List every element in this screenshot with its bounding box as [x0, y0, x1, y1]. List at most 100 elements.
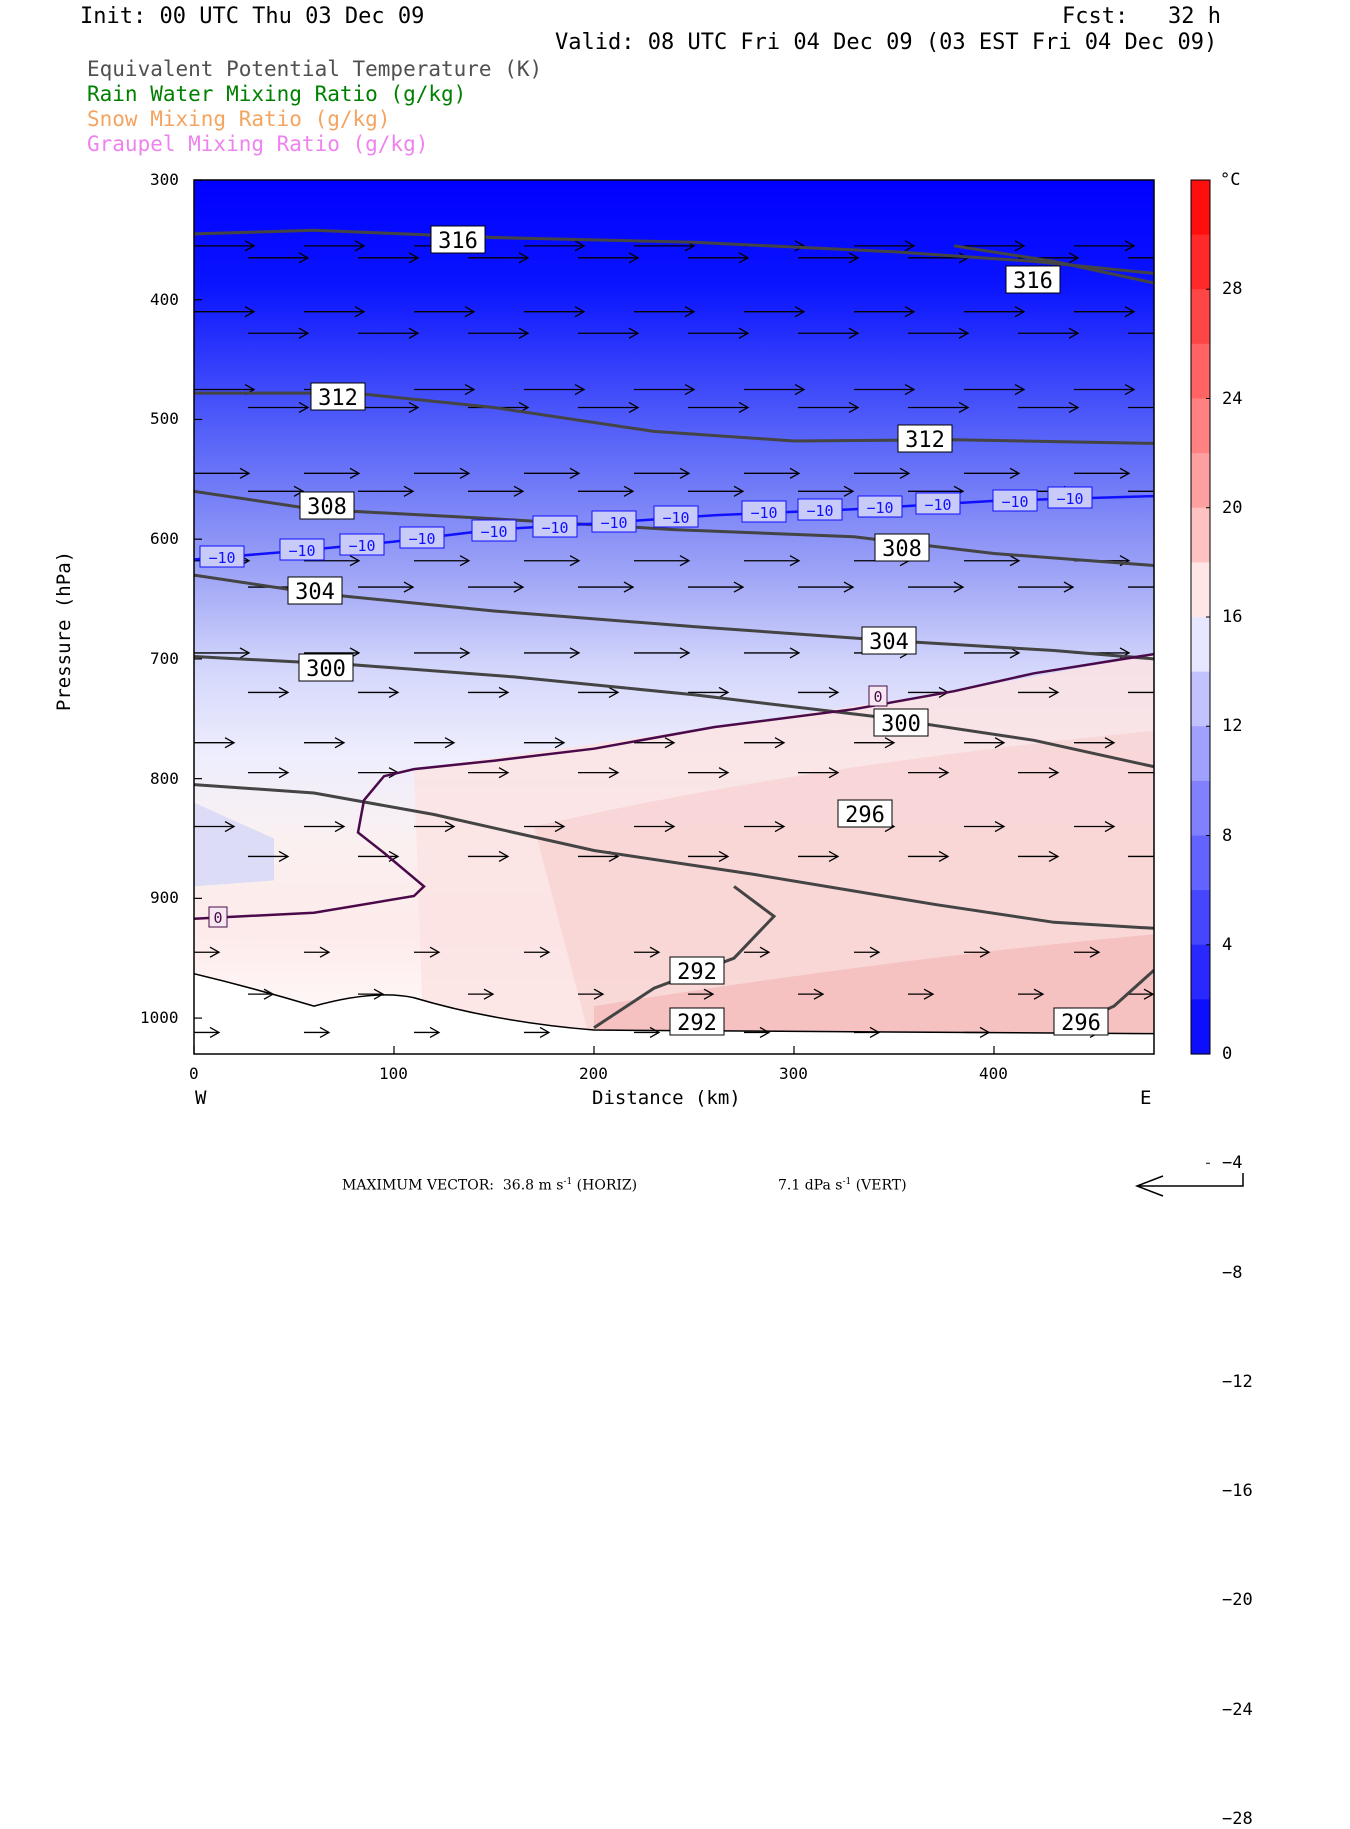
colorbar-bin	[1191, 835, 1210, 891]
svg-text:316: 316	[438, 229, 478, 254]
wind-vector	[304, 467, 361, 479]
wind-vector	[248, 767, 290, 779]
terrain	[194, 973, 1154, 1054]
theta-e-label: 304	[861, 626, 917, 655]
isotherm-label: −10	[915, 492, 961, 515]
svg-text:−10: −10	[208, 549, 235, 567]
y-tick-label: 400	[150, 289, 179, 309]
svg-text:−10: −10	[480, 523, 507, 541]
colorbar-tick-label: 12	[1222, 716, 1243, 737]
isotherm-label: −10	[399, 526, 445, 549]
wind-vector	[744, 555, 801, 567]
wind-vector	[1018, 401, 1080, 414]
svg-text:312: 312	[318, 386, 358, 411]
wind-vector	[854, 467, 911, 479]
svg-text:−10: −10	[541, 519, 568, 537]
wind-vector	[304, 737, 346, 749]
wind-vector	[1074, 820, 1116, 833]
svg-text:292: 292	[677, 960, 717, 985]
theta-e-label: 308	[874, 533, 930, 562]
wind-vector	[688, 767, 730, 779]
y-tick-label: 600	[150, 529, 179, 549]
wind-vector	[908, 327, 970, 339]
wind-vector	[798, 252, 860, 264]
theta-e-label: 300	[873, 708, 929, 737]
wind-vector	[964, 555, 1021, 567]
wind-vector	[908, 988, 935, 1000]
wind-vector	[524, 647, 581, 659]
wind-vector	[248, 988, 275, 1000]
svg-text:292: 292	[677, 1011, 717, 1036]
x-tick-label: 0	[189, 1064, 199, 1083]
isotherm-label: −10	[857, 495, 903, 518]
wind-vector	[248, 485, 305, 497]
wind-vector	[688, 581, 745, 593]
wind-vector	[468, 686, 510, 698]
theta-e-contour	[194, 228, 1154, 275]
theta-e-label: 292	[669, 956, 725, 985]
colorbar-tick-label: −16	[1222, 1481, 1253, 1501]
wind-vector	[964, 820, 1006, 833]
wind-vector	[798, 401, 860, 414]
svg-text:−10: −10	[288, 542, 315, 560]
colorbar-tick-label: −20	[1222, 1590, 1253, 1611]
wind-vector	[304, 1026, 331, 1039]
cool-pocket	[194, 802, 274, 887]
svg-text:296: 296	[845, 803, 885, 828]
theta-e-contour	[593, 885, 777, 1029]
wind-vector	[744, 946, 771, 958]
isotherm-label: −10	[992, 489, 1038, 512]
isotherm-label: −10	[797, 498, 843, 521]
wind-vector	[964, 1026, 991, 1039]
wind-vector	[688, 850, 730, 863]
theta-e-contour	[194, 655, 1154, 769]
cross-section-plot: 316 316 312 312 308 308 304 304 300 300 296 292 292 2…	[193, 179, 1244, 1197]
svg-text:312: 312	[905, 428, 945, 453]
theta-e-label: 296	[837, 799, 893, 828]
wind-vector	[524, 946, 551, 958]
wind-vector	[1018, 686, 1060, 698]
forecast-hour: Fcst: 32 h	[1062, 4, 1221, 29]
colorbar-bin	[1191, 999, 1210, 1055]
wind-vector	[854, 306, 916, 318]
svg-text:316: 316	[1013, 269, 1053, 294]
wind-vector	[1128, 332, 1154, 334]
colorbar-unit: °C	[1220, 170, 1241, 190]
colorbar-tick-label: 20	[1222, 497, 1243, 518]
wind-vector	[524, 555, 581, 567]
y-tick-label: 800	[150, 768, 179, 788]
plot-area	[194, 180, 1154, 1054]
isotherm-label: −10	[279, 538, 325, 561]
wind-vector	[744, 467, 801, 479]
y-tick-label: 1000	[140, 1008, 179, 1028]
max-vertical-vector: 7.1 dPa s-1 (VERT)	[778, 1177, 907, 1194]
wind-vector	[964, 383, 1026, 396]
wind-vector	[634, 737, 676, 749]
isotherm-label: −10	[199, 545, 245, 568]
wind-vector	[908, 767, 950, 779]
wind-vector	[304, 946, 331, 958]
legend-graupel: Graupel Mixing Ratio (g/kg)	[87, 132, 429, 156]
colorbar-tick-label: −4	[1222, 1153, 1243, 1174]
wind-vector	[964, 737, 1006, 749]
isotherm-zero	[194, 652, 1154, 920]
y-tick-label: 700	[150, 648, 179, 668]
wind-vector	[414, 820, 456, 833]
colorbar-tick-label: 28	[1222, 279, 1243, 300]
wind-vector	[1018, 581, 1075, 593]
wind-vector	[1074, 240, 1136, 252]
wind-vector	[358, 581, 415, 593]
svg-text:−10: −10	[866, 499, 893, 517]
wind-vector	[524, 240, 586, 252]
wind-vector	[798, 581, 855, 593]
wind-vector	[304, 820, 346, 833]
y-tick-label: 500	[150, 409, 179, 429]
wind-vector	[634, 383, 696, 396]
wind-vector	[798, 327, 860, 339]
wind-vector	[524, 820, 566, 833]
wind-vector	[524, 467, 581, 479]
wind-vector	[1074, 383, 1136, 396]
plot-frame	[193, 179, 1155, 1055]
legend-rain: Rain Water Mixing Ratio (g/kg)	[87, 82, 467, 106]
svg-text:−10: −10	[348, 537, 375, 555]
